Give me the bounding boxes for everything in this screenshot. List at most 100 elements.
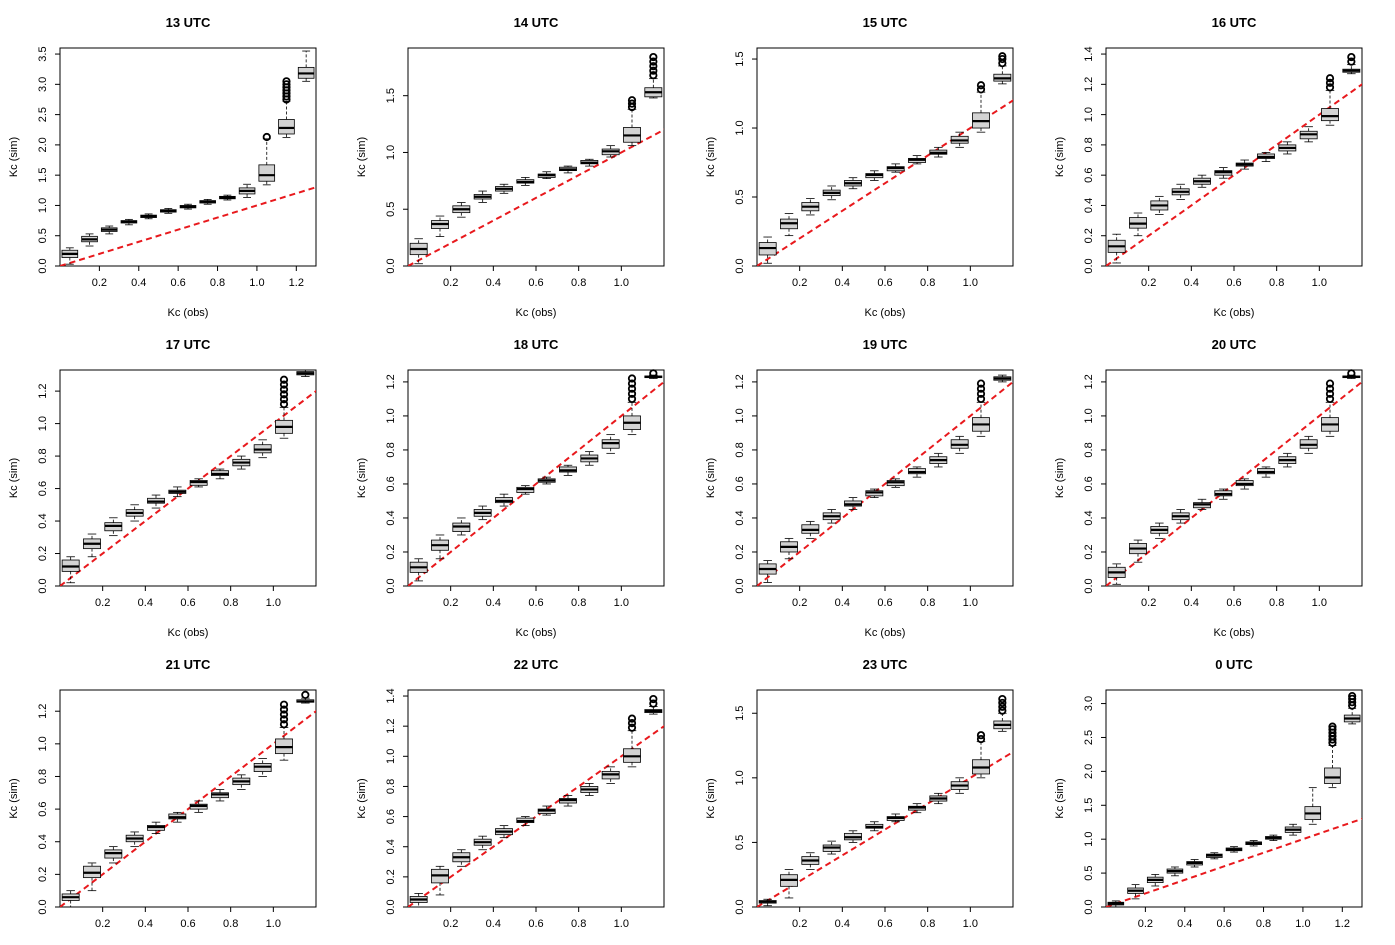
x-tick-label: 1.0 xyxy=(614,597,629,609)
panel: 0 UTC 0.2 0.4 0.6 0.8 1.0 1.2 0.0 0.5 1.0 1.5 2.0 2.… xyxy=(1054,657,1363,930)
boxplot-box xyxy=(1265,834,1282,841)
y-tick-label: 0.2 xyxy=(1083,544,1095,559)
y-tick-label: 2.5 xyxy=(37,107,49,122)
boxplot-box xyxy=(1257,466,1275,478)
boxplot-box xyxy=(1150,522,1169,539)
x-tick-label: 1.0 xyxy=(963,918,978,930)
outlier-point xyxy=(1325,384,1335,393)
boxplot-box xyxy=(623,714,641,768)
boxplot-box xyxy=(758,560,777,583)
boxplot-box xyxy=(452,849,471,867)
boxplot-box xyxy=(644,52,663,99)
y-tick-label: 1.4 xyxy=(1083,46,1095,61)
boxplot-box xyxy=(275,700,293,761)
boxplot-box xyxy=(758,898,777,907)
x-tick-label: 0.4 xyxy=(486,597,501,609)
y-tick-label: 3.0 xyxy=(37,77,49,92)
boxplot-box xyxy=(780,869,798,899)
y-tick-label: 0.8 xyxy=(37,448,49,463)
y-tick-label: 1.5 xyxy=(1083,798,1095,813)
boxplot-box xyxy=(452,517,471,536)
plot-frame xyxy=(407,47,665,267)
y-axis-label: Kc (sim) xyxy=(8,778,20,818)
y-axis-label: Kc (sim) xyxy=(8,458,20,498)
panel-title: 17 UTC xyxy=(166,337,211,352)
panel-title: 18 UTC xyxy=(514,337,559,352)
x-tick-label: 0.2 xyxy=(792,277,807,289)
boxplot-box xyxy=(168,486,187,498)
panel-title: 23 UTC xyxy=(863,657,908,672)
outlier-point xyxy=(976,379,986,388)
boxplot-box xyxy=(972,731,990,779)
outlier-point xyxy=(627,374,637,383)
panel-title: 14 UTC xyxy=(514,15,559,30)
boxplot-box xyxy=(1225,846,1243,853)
boxplot-box xyxy=(253,439,272,459)
boxplot-box xyxy=(623,374,641,436)
boxplot-box xyxy=(929,146,948,158)
outlier-point xyxy=(279,395,289,404)
x-tick-label: 0.6 xyxy=(528,597,543,609)
boxplot-box xyxy=(1343,692,1361,725)
boxplot-box xyxy=(1214,488,1233,500)
x-tick-label: 0.8 xyxy=(920,597,935,609)
y-tick-label: 0.0 xyxy=(1083,578,1095,593)
boxplot-box xyxy=(1284,823,1302,836)
y-tick-label: 0.8 xyxy=(385,779,397,794)
y-tick-label: 0.2 xyxy=(385,869,397,884)
x-tick-label: 1.0 xyxy=(963,277,978,289)
plot-frame xyxy=(756,47,1014,267)
boxplot-box xyxy=(950,777,969,794)
boxplot-box xyxy=(83,862,101,892)
y-tick-label: 0.5 xyxy=(37,228,49,243)
panel-title: 0 UTC xyxy=(1215,657,1253,672)
boxplot-box xyxy=(61,247,79,265)
identity-line xyxy=(757,99,1013,266)
boxplot-box xyxy=(1186,859,1203,868)
y-tick-label: 0.6 xyxy=(1083,476,1095,491)
boxplot-box xyxy=(296,690,315,704)
boxplot-box xyxy=(431,215,449,237)
x-tick-label: 0.4 xyxy=(1184,597,1199,609)
boxplot-box xyxy=(623,96,641,147)
outlier-point xyxy=(649,66,658,75)
boxplot-box xyxy=(147,821,165,834)
x-axis-label: Kc (obs) xyxy=(516,627,557,639)
outlier-point xyxy=(1328,722,1337,731)
boxplot-box xyxy=(1321,74,1339,126)
x-tick-label: 0.6 xyxy=(1226,277,1241,289)
boxplot-box xyxy=(580,158,599,167)
y-tick-label: 1.2 xyxy=(37,383,49,398)
panel: 22 UTC 0.2 0.4 0.6 0.8 1.0 0.0 0.2 0.4 0.6 0.8 1.0 1… xyxy=(356,657,665,930)
plot-frame xyxy=(59,47,317,267)
panel: 17 UTC 0.2 0.4 0.6 0.8 1.0 0.0 0.2 0.4 0.6 0.8 1.0 1… xyxy=(8,337,317,639)
y-tick-label: 0.4 xyxy=(37,513,49,528)
boxplot-box xyxy=(1107,563,1126,585)
y-tick-label: 0.8 xyxy=(734,442,746,457)
x-tick-label: 1.0 xyxy=(249,277,264,289)
boxplot-box xyxy=(1171,509,1190,524)
y-tick-label: 0.6 xyxy=(385,476,397,491)
y-axis-label: Kc (sim) xyxy=(1054,778,1066,818)
x-tick-label: 1.2 xyxy=(289,277,304,289)
y-tick-label: 1.2 xyxy=(385,719,397,734)
y-tick-label: 0.0 xyxy=(37,899,49,914)
boxplot-box xyxy=(559,165,577,174)
boxplot-box xyxy=(1278,141,1297,155)
y-tick-label: 0.0 xyxy=(37,578,49,593)
x-tick-label: 0.6 xyxy=(528,918,543,930)
boxplot-box xyxy=(1193,498,1211,510)
boxplot-box xyxy=(865,170,884,181)
y-tick-label: 1.2 xyxy=(37,704,49,719)
y-tick-label: 0.5 xyxy=(385,202,397,217)
plot-frame xyxy=(1105,47,1363,267)
boxplot-box xyxy=(1235,159,1254,170)
outlier-point xyxy=(649,57,658,66)
panel: 15 UTC 0.2 0.4 0.6 0.8 1.0 0.0 0.5 1.0 1.5 Kc (obs… xyxy=(705,15,1014,319)
boxplot-box xyxy=(822,840,841,855)
plot-frame xyxy=(59,369,317,587)
boxplot-box xyxy=(644,369,663,379)
outlier-point xyxy=(976,384,986,393)
y-tick-label: 1.0 xyxy=(37,416,49,431)
y-axis-label: Kc (sim) xyxy=(8,137,20,177)
